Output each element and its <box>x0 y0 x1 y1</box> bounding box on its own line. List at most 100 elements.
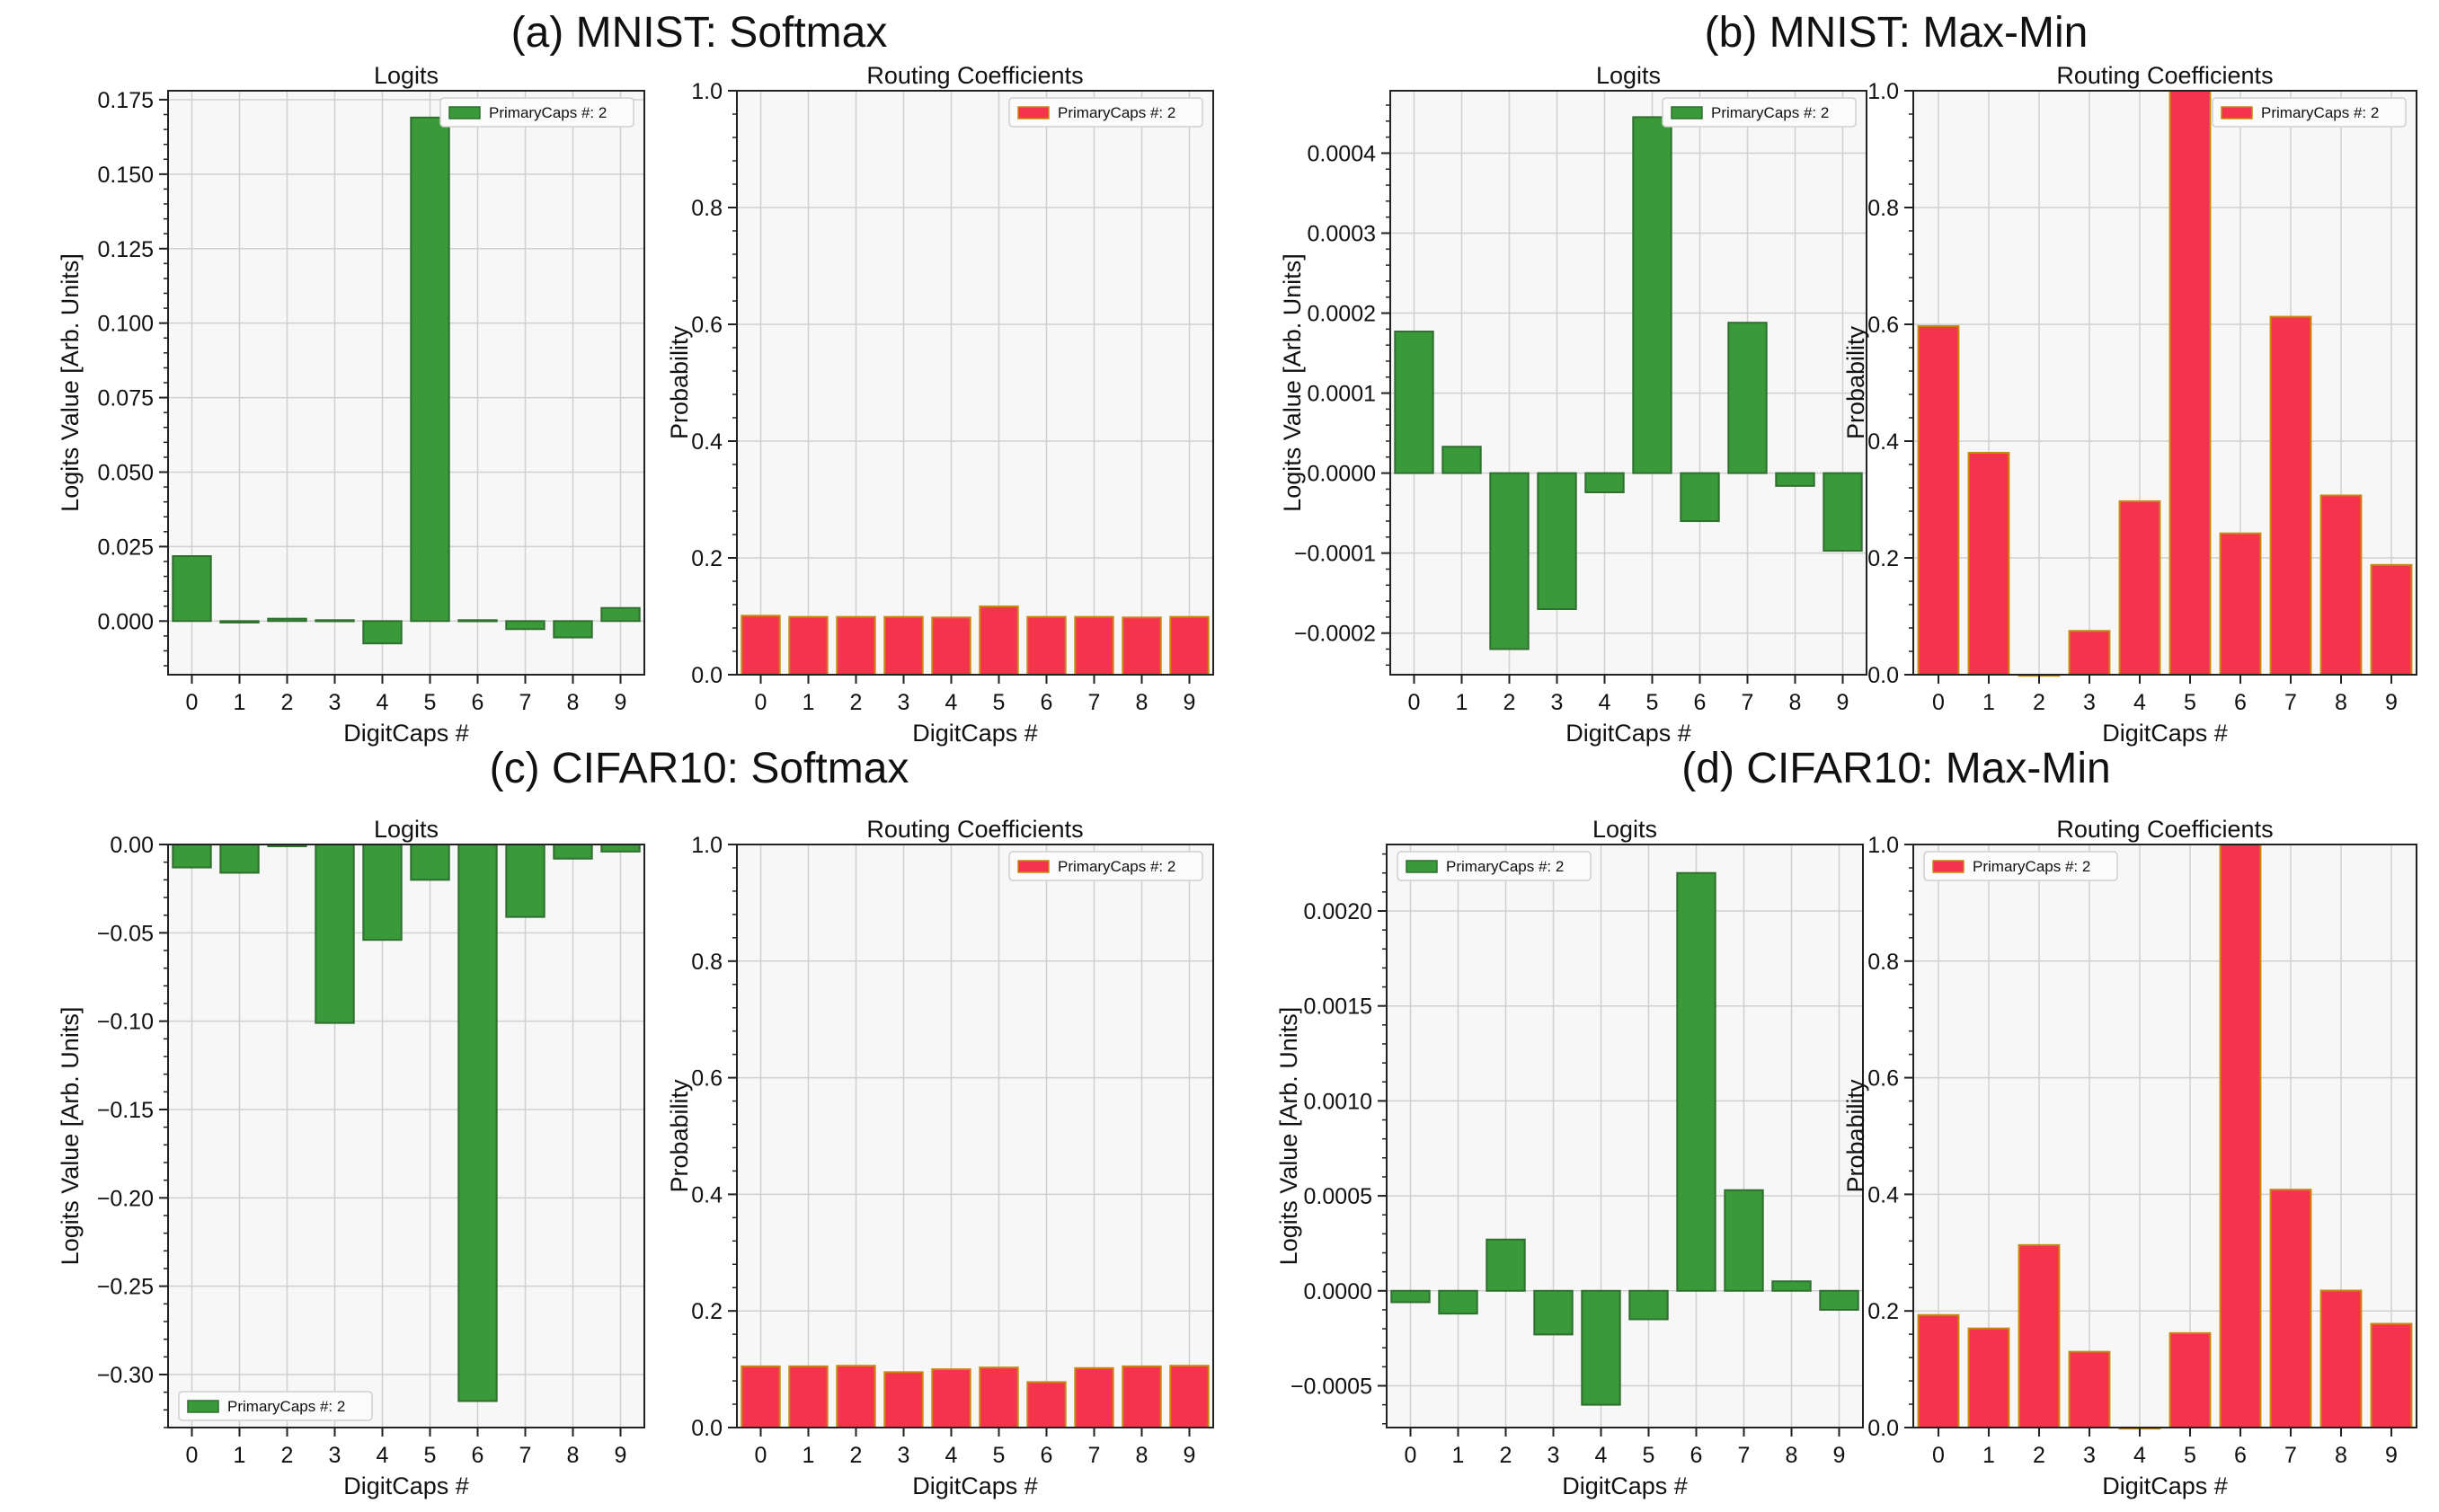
xtick-label-p1-c0-2: 2 <box>1503 690 1516 715</box>
ytick-label-p3-c1-1: 0.2 <box>1867 1299 1899 1324</box>
xtick-label-p0-c0-2: 2 <box>281 690 294 715</box>
bar-p3-c0-0 <box>1390 1289 1431 1304</box>
xtick-label-p3-c1-6: 6 <box>2234 1443 2247 1468</box>
xtick-label-p2-c0-7: 7 <box>519 1443 532 1468</box>
ytick-label-p3-c0-3: 0.0010 <box>1304 1089 1372 1114</box>
bar-p2-c0-6 <box>457 844 498 1402</box>
xtick-label-p2-c1-6: 6 <box>1041 1443 1053 1468</box>
xtick-label-p3-c1-9: 9 <box>2385 1443 2398 1468</box>
xtick-label-p1-c0-7: 7 <box>1742 690 1754 715</box>
ytick-label-p2-c0-2: −0.20 <box>97 1186 154 1211</box>
xtick-label-p2-c0-3: 3 <box>329 1443 341 1468</box>
xtick-label-p0-c1-9: 9 <box>1184 690 1196 715</box>
bar-p1-c0-6 <box>1680 472 1720 523</box>
bar-p3-c1-7 <box>2269 1189 2312 1428</box>
bar-p2-c0-9 <box>600 844 641 853</box>
xtick-label-p1-c0-8: 8 <box>1789 690 1802 715</box>
bar-p1-c0-4 <box>1584 472 1625 493</box>
ytick-label-p2-c0-3: −0.15 <box>97 1098 154 1123</box>
bar-p0-c1-4 <box>931 616 971 676</box>
bar-p2-c1-4 <box>931 1368 971 1428</box>
xtick-label-p2-c0-6: 6 <box>472 1443 484 1468</box>
bar-p0-c1-3 <box>883 615 924 676</box>
ytick-label-p3-c0-0: −0.0005 <box>1290 1374 1372 1399</box>
ylabel-p0-c0: Logits Value [Arb. Units] <box>57 253 84 512</box>
xtick-label-p2-c1-3: 3 <box>898 1443 910 1468</box>
legend-swatch-p3-c0 <box>1406 860 1438 873</box>
bar-p1-c0-1 <box>1441 446 1482 474</box>
bar-p2-c0-5 <box>410 844 450 881</box>
ytick-label-p3-c0-4: 0.0015 <box>1304 995 1372 1020</box>
legend-p1-c1 <box>2212 97 2407 128</box>
ytick-label-p1-c1-3: 0.6 <box>1867 313 1899 338</box>
bar-p2-c1-6 <box>1026 1381 1067 1429</box>
xtick-label-p2-c1-1: 1 <box>803 1443 815 1468</box>
ytick-label-p0-c1-4: 0.8 <box>691 196 723 221</box>
bar-p0-c0-5 <box>410 116 450 623</box>
bar-p0-c1-9 <box>1169 615 1210 676</box>
xtick-label-p1-c0-3: 3 <box>1551 690 1564 715</box>
ylabel-p3-c1: Probability <box>1842 1079 1869 1193</box>
bar-p1-c1-3 <box>2068 630 2111 676</box>
legend-swatch-p0-c1 <box>1017 106 1050 119</box>
legend-p3-c1 <box>1923 851 2118 881</box>
chart-title-p1-c0: Logits <box>1596 62 1661 89</box>
legend-p3-c0 <box>1397 851 1592 881</box>
ylabel-p0-c1: Probability <box>666 325 693 439</box>
chart-title-p0-c1: Routing Coefficients <box>866 62 1083 89</box>
legend-swatch-p3-c1 <box>1932 860 1965 873</box>
xlabel-p1-c1: DigitCaps # <box>2102 720 2228 747</box>
legend-swatch-p0-c0 <box>448 106 481 119</box>
xtick-label-p3-c1-8: 8 <box>2335 1443 2347 1468</box>
xtick-label-p1-c1-6: 6 <box>2234 690 2247 715</box>
xtick-label-p1-c0-5: 5 <box>1646 690 1659 715</box>
ytick-label-p1-c0-1: −0.0001 <box>1294 542 1376 567</box>
ytick-label-p0-c1-3: 0.6 <box>691 313 723 338</box>
bar-p0-c1-2 <box>836 615 876 676</box>
legend-p1-c0 <box>1662 97 1857 128</box>
xtick-label-p0-c1-5: 5 <box>993 690 1006 715</box>
legend-label-p1-c0: PrimaryCaps #: 2 <box>1711 104 1829 121</box>
bar-p2-c1-3 <box>883 1371 924 1428</box>
bar-p1-c1-1 <box>1967 452 2010 676</box>
bar-p3-c1-5 <box>2168 1331 2212 1429</box>
ytick-label-p1-c1-0: 0.0 <box>1867 663 1899 688</box>
axes-frame-p1-c0 <box>1389 90 1867 676</box>
bar-p3-c0-3 <box>1533 1289 1574 1336</box>
bar-p1-c0-8 <box>1775 472 1815 487</box>
legend-label-p1-c1: PrimaryCaps #: 2 <box>2261 104 2379 121</box>
legend-label-p2-c0: PrimaryCaps #: 2 <box>227 1398 345 1415</box>
xtick-label-p3-c1-5: 5 <box>2184 1443 2196 1468</box>
bar-p3-c1-3 <box>2068 1350 2111 1429</box>
xtick-label-p1-c1-3: 3 <box>2083 690 2096 715</box>
bar-p1-c0-9 <box>1823 472 1863 552</box>
ytick-label-p3-c0-5: 0.0020 <box>1304 899 1372 924</box>
panel-title-2: (c) CIFAR10: Softmax <box>490 745 909 792</box>
ytick-label-p3-c1-2: 0.4 <box>1867 1182 1899 1207</box>
bar-p0-c0-2 <box>267 617 307 623</box>
xtick-label-p0-c1-0: 0 <box>755 690 767 715</box>
legend-p2-c0 <box>178 1391 373 1421</box>
xtick-label-p0-c1-7: 7 <box>1088 690 1101 715</box>
axes-frame-p3-c1 <box>1912 844 2417 1428</box>
bar-p3-c0-4 <box>1581 1289 1621 1406</box>
bar-p0-c1-5 <box>979 605 1019 676</box>
xtick-label-p0-c1-6: 6 <box>1041 690 1053 715</box>
legend-swatch-p1-c0 <box>1671 106 1703 119</box>
ytick-label-p1-c1-2: 0.4 <box>1867 429 1899 455</box>
ytick-label-p1-c0-6: 0.0004 <box>1308 141 1377 166</box>
bar-p2-c1-1 <box>788 1365 829 1428</box>
bar-p1-c0-7 <box>1727 322 1768 474</box>
bar-p0-c0-7 <box>505 620 545 631</box>
legend-swatch-p2-c0 <box>187 1400 219 1413</box>
bar-p3-c0-8 <box>1771 1280 1812 1292</box>
bar-p1-c0-0 <box>1394 331 1434 474</box>
xtick-label-p2-c1-4: 4 <box>945 1443 958 1468</box>
xtick-label-p1-c1-4: 4 <box>2133 690 2146 715</box>
ytick-label-p2-c1-4: 0.8 <box>691 950 723 975</box>
xtick-label-p2-c0-4: 4 <box>377 1443 389 1468</box>
xlabel-p3-c1: DigitCaps # <box>2102 1472 2228 1499</box>
ylabel-p1-c1: Probability <box>1842 325 1869 439</box>
bar-p3-c0-1 <box>1438 1289 1478 1315</box>
